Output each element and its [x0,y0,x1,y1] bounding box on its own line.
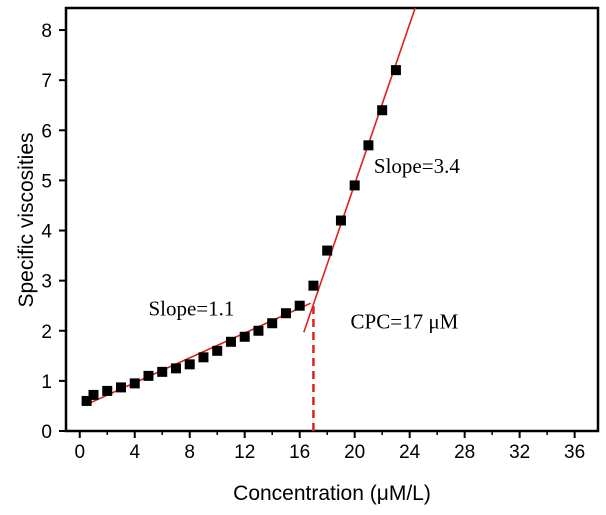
data-point [225,336,236,347]
data-point [157,366,168,377]
data-point [335,215,346,226]
data-point [390,65,401,76]
x-tick-label: 24 [399,442,421,463]
data-point [280,308,291,319]
fit-line [303,7,416,333]
data-point [170,363,181,374]
cpc-annotation: CPC=17 μM [351,309,459,333]
y-tick-label: 4 [41,222,52,243]
x-tick-label: 20 [344,442,365,463]
slope-low-annotation: Slope=1.1 [148,297,234,321]
x-tick-label: 32 [509,442,530,463]
x-tick-label: 36 [564,442,585,463]
y-axis-label: Specific viscosities [15,132,38,307]
y-tick-label: 5 [41,171,52,192]
data-point [294,300,305,311]
data-point [88,389,99,400]
data-point [363,140,374,151]
x-tick-label: 12 [234,442,255,463]
data-point [308,280,319,291]
y-tick-label: 2 [41,322,52,343]
data-point [129,378,140,389]
data-point [239,331,250,342]
x-tick-label: 4 [129,442,140,463]
data-point [198,352,209,363]
y-tick-label: 0 [41,422,52,443]
data-point [267,318,278,329]
y-tick-label: 6 [41,121,52,142]
data-point [81,395,92,406]
data-point [322,245,333,256]
x-tick-label: 0 [74,442,85,463]
x-tick-label: 16 [289,442,310,463]
data-point [115,382,126,393]
data-point [102,385,113,396]
data-point [212,345,223,356]
slope-high-annotation: Slope=3.4 [374,154,460,178]
data-point [377,105,388,116]
y-tick-label: 1 [41,372,52,393]
data-point [349,180,360,191]
data-point [143,370,154,381]
y-tick-label: 7 [41,71,52,92]
data-point [253,325,264,336]
data-point [184,359,195,370]
x-tick-label: 8 [184,442,195,463]
x-axis-label: Concentration (μM/L) [233,482,431,505]
y-tick-label: 3 [41,272,52,293]
y-tick-label: 8 [41,21,52,42]
plot-frame [64,6,600,433]
x-tick-label: 28 [454,442,475,463]
